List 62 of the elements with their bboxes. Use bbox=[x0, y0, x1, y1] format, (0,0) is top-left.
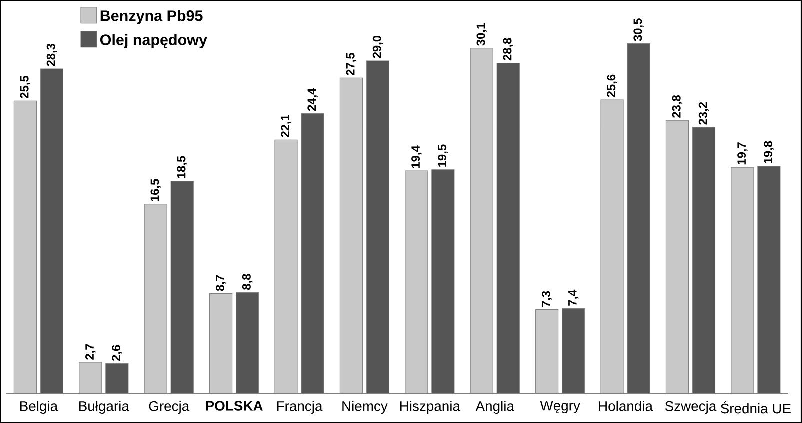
data-label: 19,8 bbox=[764, 141, 774, 164]
legend-label: Olej napędowy bbox=[100, 34, 208, 48]
x-tick-label: Grecja bbox=[149, 400, 190, 414]
x-tick-label: POLSKA bbox=[206, 400, 263, 411]
bar bbox=[432, 170, 455, 394]
data-label: 25,5 bbox=[20, 76, 31, 98]
x-tick-label: Belgia bbox=[20, 400, 58, 414]
x-tick-label: Holandia bbox=[599, 400, 653, 412]
data-label: 27,5 bbox=[346, 52, 357, 76]
data-label: 29,0 bbox=[372, 36, 384, 58]
bar bbox=[562, 308, 586, 394]
data-label: 2,6 bbox=[112, 345, 122, 361]
bar bbox=[106, 363, 129, 394]
data-label: 18,5 bbox=[177, 156, 188, 178]
bar bbox=[536, 309, 559, 394]
bar bbox=[758, 166, 781, 394]
x-tick-label: Hiszpania bbox=[400, 400, 460, 414]
data-label: 7,3 bbox=[542, 291, 552, 307]
x-tick-label: Szwecja bbox=[665, 400, 717, 414]
bar bbox=[79, 362, 102, 394]
bar bbox=[236, 292, 260, 394]
bar bbox=[600, 100, 624, 394]
bar bbox=[274, 140, 298, 394]
bar bbox=[666, 120, 690, 394]
data-label: 19,5 bbox=[438, 144, 448, 167]
data-label: 19,7 bbox=[738, 142, 748, 165]
data-label: 16,5 bbox=[150, 179, 161, 202]
bar bbox=[210, 293, 233, 394]
data-label: 28,3 bbox=[46, 44, 58, 66]
data-label: 2,7 bbox=[86, 344, 96, 360]
data-label: 30,1 bbox=[476, 23, 487, 46]
data-label: 24,4 bbox=[308, 88, 318, 111]
bar bbox=[405, 170, 428, 394]
bar bbox=[301, 113, 324, 394]
data-label: 7,4 bbox=[568, 290, 579, 306]
bar bbox=[692, 127, 716, 394]
x-tick-label: Bułgaria bbox=[80, 400, 130, 414]
bar bbox=[14, 100, 37, 394]
bar bbox=[366, 60, 390, 394]
data-label: 28,8 bbox=[503, 38, 514, 60]
bar bbox=[627, 43, 650, 394]
bar bbox=[170, 181, 194, 394]
x-tick-label: Średnia UE bbox=[720, 400, 791, 414]
data-label: 22,1 bbox=[281, 114, 292, 138]
data-label: 30,5 bbox=[634, 18, 644, 42]
data-label: 8,7 bbox=[216, 275, 226, 292]
x-tick-label: Niemcy bbox=[342, 400, 388, 414]
bar bbox=[40, 68, 64, 394]
bar bbox=[731, 167, 754, 394]
legend-label: Benzyna Pb95 bbox=[100, 10, 203, 24]
data-label: 23,2 bbox=[698, 102, 710, 125]
data-label: 8,8 bbox=[242, 274, 253, 290]
x-tick-label: Francja bbox=[277, 400, 323, 414]
data-label: 23,8 bbox=[672, 95, 683, 118]
bar bbox=[340, 78, 363, 394]
bar bbox=[496, 62, 520, 394]
data-label: 25,6 bbox=[607, 74, 618, 98]
x-tick-label: Anglia bbox=[476, 400, 514, 414]
bar bbox=[144, 204, 168, 394]
x-tick-label: Węgry bbox=[540, 400, 580, 414]
data-label: 19,4 bbox=[412, 146, 422, 168]
bar bbox=[470, 48, 494, 394]
